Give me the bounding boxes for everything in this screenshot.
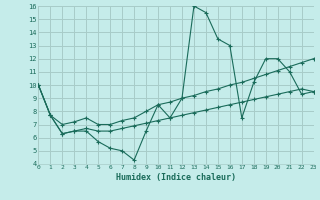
X-axis label: Humidex (Indice chaleur): Humidex (Indice chaleur) — [116, 173, 236, 182]
